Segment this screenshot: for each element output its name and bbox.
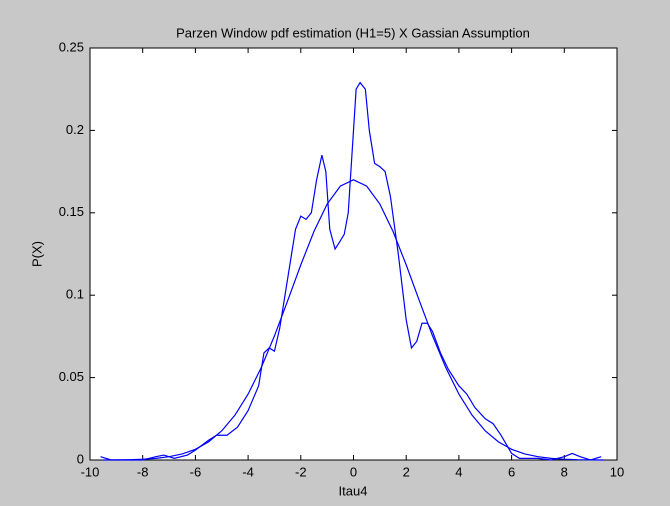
x-tick-label: -6	[190, 464, 202, 479]
plot-area	[89, 47, 618, 461]
x-tick-label: 4	[455, 464, 462, 479]
y-axis-label: P(X)	[29, 241, 44, 267]
x-tick-label: 10	[610, 464, 624, 479]
y-tick-label: 0.05	[59, 369, 84, 384]
x-tick-label: -2	[295, 464, 307, 479]
x-tick-label: 2	[403, 464, 410, 479]
series-line	[103, 179, 604, 461]
y-tick-label: 0.15	[59, 204, 84, 219]
x-tick-label: -10	[81, 464, 100, 479]
x-tick-label: 8	[561, 464, 568, 479]
x-tick-label: 6	[508, 464, 515, 479]
y-tick-label: 0.1	[66, 287, 84, 302]
y-tick-label: 0	[77, 451, 84, 466]
series-line	[100, 81, 602, 461]
x-tick-label: -8	[137, 464, 149, 479]
y-tick-label: 0.25	[59, 39, 84, 54]
y-tick-label: 0.2	[66, 122, 84, 137]
x-tick-label: 0	[350, 464, 357, 479]
x-tick-label: -4	[242, 464, 254, 479]
chart-title: Parzen Window pdf estimation (H1=5) X Ga…	[176, 25, 530, 40]
x-axis-label: Itau4	[339, 483, 368, 498]
